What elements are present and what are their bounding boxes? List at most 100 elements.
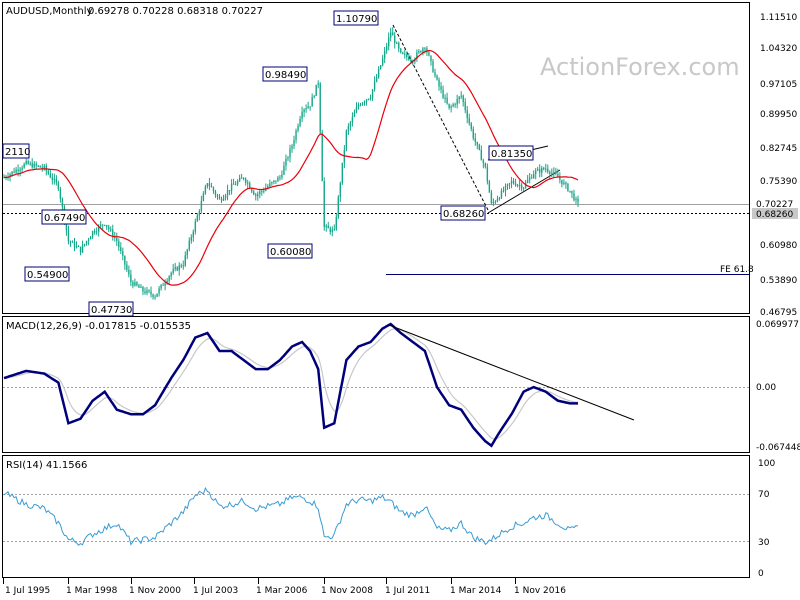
annotation-098490: 0.98490 — [262, 66, 308, 82]
price-tick-label: 0.97105 — [760, 80, 797, 90]
candle-body — [140, 286, 142, 288]
candle-body — [156, 293, 158, 297]
candle-body — [101, 224, 104, 226]
candle-body — [136, 282, 138, 286]
candle-body — [120, 247, 122, 252]
annotation-2110: 2110 — [2, 143, 30, 159]
candle-body — [154, 296, 156, 298]
candle-body — [555, 171, 557, 175]
candle-body — [369, 97, 372, 99]
candle-body — [379, 65, 382, 70]
candle-body — [148, 290, 150, 292]
candle-body — [289, 148, 291, 158]
candle-body — [315, 84, 317, 96]
candle-body — [65, 221, 68, 231]
candle-body — [110, 229, 112, 231]
candle-body — [232, 183, 235, 185]
candle-body — [244, 178, 247, 183]
candle-body — [367, 98, 370, 100]
candle-body — [301, 111, 303, 119]
candle-body — [452, 104, 454, 107]
candle-body — [424, 48, 426, 50]
candle-body — [51, 177, 54, 180]
macd-axis-label: 0.069977 — [756, 320, 799, 330]
candle-body — [490, 192, 493, 204]
candle-body — [351, 116, 354, 123]
macd-title: MACD(12,26,9) -0.017815 -0.015535 — [6, 321, 191, 332]
annotation-054900: 0.54900 — [24, 266, 70, 282]
candle-body — [446, 97, 448, 104]
candle-body — [498, 198, 501, 200]
x-tick-label: 1 Jul 2003 — [193, 586, 238, 596]
rsi-line — [3, 486, 579, 546]
candle-body — [561, 179, 563, 185]
candle-body — [138, 285, 140, 288]
candle-body — [35, 163, 37, 166]
candle-body — [168, 276, 170, 281]
candle-body — [53, 178, 56, 180]
x-tick-label: 1 Jul 1995 — [5, 586, 50, 596]
candle-body — [9, 174, 11, 178]
level-price-marker-text: 0.68260 — [756, 210, 793, 220]
candle-body — [57, 182, 60, 190]
candle-body — [142, 286, 144, 292]
candle-body — [526, 180, 529, 183]
candle-body — [293, 140, 295, 146]
candle-body — [571, 190, 573, 194]
rsi-axis-label: 0 — [758, 569, 764, 579]
candle-body — [85, 240, 88, 244]
candle-body — [389, 32, 392, 38]
candle-body — [506, 184, 509, 187]
candle-body — [13, 171, 15, 173]
candle-body — [87, 239, 90, 241]
candle-body — [67, 230, 70, 242]
candle-body — [132, 282, 134, 286]
candle-body — [283, 165, 285, 175]
candle-body — [269, 183, 271, 187]
candle-body — [575, 198, 577, 201]
candle-body — [347, 126, 350, 131]
candle-body — [81, 245, 84, 253]
x-tick-label: 1 Mar 1998 — [66, 586, 118, 596]
candle-body — [514, 183, 517, 186]
candle-body — [319, 83, 321, 133]
candle-body — [359, 104, 362, 106]
annotation-081350: 0.81350 — [488, 145, 534, 161]
candle-body — [349, 122, 352, 127]
candle-body — [160, 284, 162, 289]
svg-text:2110: 2110 — [5, 147, 30, 158]
channel-line-bottom — [487, 169, 561, 214]
svg-text:0.54900: 0.54900 — [27, 270, 68, 281]
candle-body — [73, 241, 76, 248]
candle-body — [480, 149, 483, 161]
candle-body — [75, 246, 78, 248]
macd-trendline — [388, 324, 635, 421]
candle-body — [190, 237, 193, 241]
candle-body — [325, 225, 327, 227]
candle-body — [242, 177, 245, 179]
candle-body — [200, 200, 203, 212]
candle-body — [91, 231, 94, 237]
candle-body — [373, 81, 376, 90]
candle-body — [188, 240, 190, 250]
svg-text:0.68260: 0.68260 — [443, 209, 484, 220]
rsi-panel — [2, 455, 750, 578]
candle-body — [122, 251, 124, 256]
candle-body — [279, 177, 281, 179]
candle-body — [104, 225, 106, 227]
candle-body — [464, 101, 466, 111]
candle-body — [176, 267, 178, 271]
candle-body — [573, 193, 575, 201]
candle-body — [454, 104, 456, 106]
candle-body — [476, 141, 478, 145]
candle-body — [559, 177, 561, 180]
candle-body — [458, 96, 460, 99]
candle-body — [186, 249, 188, 256]
watermark: ActionForex.com — [540, 53, 740, 81]
candle-body — [547, 168, 549, 172]
candle-body — [418, 50, 420, 53]
candle-body — [406, 54, 408, 58]
candle-body — [545, 168, 547, 170]
candle-body — [520, 184, 523, 189]
candle-body — [321, 132, 323, 182]
